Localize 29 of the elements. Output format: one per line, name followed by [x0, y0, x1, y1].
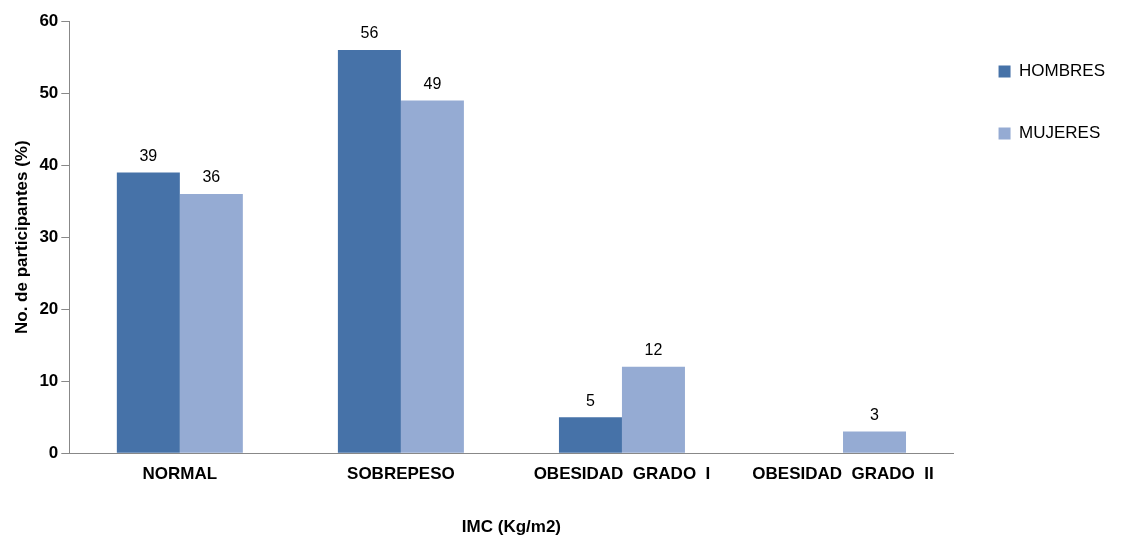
data-label: 3 — [870, 406, 880, 424]
data-label: 49 — [423, 74, 442, 92]
y-tick-label: 10 — [39, 370, 59, 390]
x-tick-label: OBESIDAD GRADO I — [533, 464, 711, 484]
x-tick-label: OBESIDAD GRADO II — [752, 464, 934, 484]
x-axis-title: IMC (Kg/m2) — [461, 517, 562, 537]
legend-label: MUJERES — [1019, 123, 1101, 143]
x-tick-label: SOBREPESO — [347, 464, 455, 484]
bar — [179, 194, 243, 453]
bar — [621, 366, 685, 453]
data-label: 36 — [202, 168, 221, 186]
y-axis-title: No. de participantes (%) — [11, 140, 31, 335]
legend-label: HOMBRES — [1019, 61, 1106, 81]
y-tick-label: 50 — [39, 82, 59, 102]
data-label: 5 — [586, 391, 595, 409]
y-tick-label: 60 — [39, 10, 59, 30]
bar — [558, 417, 622, 453]
data-label: 39 — [139, 146, 158, 164]
bar — [843, 431, 907, 453]
bar — [116, 172, 180, 453]
y-tick-label: 20 — [39, 298, 59, 318]
x-tick-label: NORMAL — [142, 464, 218, 484]
bar — [400, 100, 464, 453]
y-tick-label: 30 — [39, 226, 59, 246]
data-label: 12 — [644, 341, 663, 359]
y-tick-label: 40 — [39, 154, 59, 174]
data-label: 56 — [360, 24, 379, 42]
y-tick-label: 0 — [48, 442, 59, 462]
bar — [337, 50, 401, 453]
